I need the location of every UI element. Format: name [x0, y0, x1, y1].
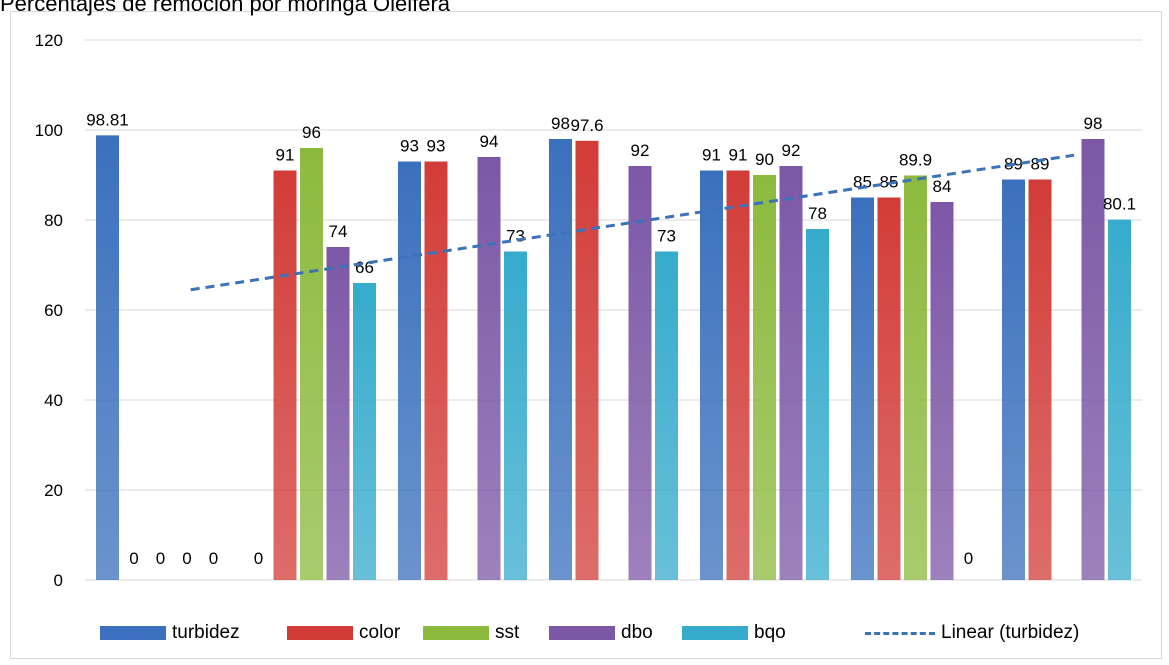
data-label: 91 — [729, 146, 748, 165]
bar-sst — [904, 175, 927, 580]
bar-color — [1028, 179, 1052, 580]
legend-label: sst — [495, 622, 520, 643]
data-label: 97.6 — [570, 116, 603, 135]
y-tick-label: 80 — [44, 211, 63, 230]
data-label: 0 — [156, 549, 165, 568]
data-label: 92 — [782, 141, 801, 160]
data-label: 73 — [657, 227, 676, 246]
bar-color — [273, 170, 297, 580]
legend-label: bqo — [754, 622, 786, 643]
bar-turbidez — [398, 161, 421, 580]
data-label: 0 — [254, 549, 263, 568]
bar-dbo — [477, 157, 501, 580]
chart-title: Percentajes de remoción por moringa Olei… — [0, 0, 451, 16]
y-tick-label: 60 — [44, 301, 63, 320]
data-label: 96 — [302, 123, 321, 142]
bar-color — [424, 161, 448, 580]
bar-color — [726, 170, 750, 580]
data-label: 98.81 — [86, 110, 129, 129]
data-label: 98 — [1084, 114, 1103, 133]
data-label: 0 — [209, 549, 218, 568]
legend-item-dbo: dbo — [549, 620, 653, 646]
data-label: 91 — [276, 146, 295, 165]
data-label: 0 — [182, 549, 191, 568]
y-tick-label: 120 — [35, 31, 63, 50]
legend-item-bqo: bqo — [682, 620, 786, 646]
data-label: 0 — [129, 549, 138, 568]
bar-dbo — [326, 247, 350, 580]
legend-label: color — [359, 622, 401, 643]
chart-frame — [10, 11, 1162, 659]
bar-bqo — [806, 229, 829, 580]
data-label: 84 — [933, 177, 952, 196]
y-tick-label: 20 — [44, 481, 63, 500]
bar-color — [575, 140, 599, 581]
bar-sst — [300, 148, 323, 580]
legend-label: dbo — [621, 622, 653, 643]
bar-dbo — [930, 202, 954, 580]
data-label: 85 — [853, 173, 872, 192]
bars — [96, 135, 1131, 581]
legend-swatch — [549, 626, 615, 640]
legend-label: Linear (turbidez) — [941, 622, 1080, 643]
bar-bqo — [504, 251, 527, 580]
legend-swatch — [682, 626, 748, 640]
bar-dbo — [779, 166, 803, 580]
bar-turbidez — [1002, 179, 1025, 580]
y-tick-label: 0 — [54, 571, 63, 590]
y-tick-label: 40 — [44, 391, 63, 410]
legend: turbidez color sst dbo bqo Linear (turbidez) — [0, 620, 1169, 650]
bar-dbo — [1081, 139, 1105, 580]
legend-item-turbidez: turbidez — [100, 620, 240, 646]
bar-color — [877, 197, 901, 580]
bar-turbidez — [549, 139, 572, 580]
bar-turbidez — [851, 197, 874, 580]
legend-swatch — [287, 626, 353, 640]
data-label: 93 — [400, 137, 419, 156]
legend-item-sst: sst — [423, 620, 519, 646]
gridlines — [85, 39, 1142, 581]
legend-item-trendline: Linear (turbidez) — [865, 620, 1079, 646]
data-label: 98 — [551, 114, 570, 133]
data-label: 89.9 — [899, 150, 932, 169]
bar-turbidez — [700, 170, 723, 580]
legend-label: turbidez — [172, 622, 240, 643]
data-label: 92 — [631, 141, 650, 160]
bar-dbo — [628, 166, 652, 580]
bar-bqo — [1108, 219, 1131, 581]
data-label: 90 — [755, 150, 774, 169]
data-label: 94 — [480, 132, 499, 151]
data-label: 89 — [1031, 155, 1050, 174]
data-label: 91 — [702, 146, 721, 165]
data-label: 78 — [808, 204, 827, 223]
data-label: 0 — [964, 549, 973, 568]
bar-turbidez — [96, 135, 119, 581]
legend-swatch — [423, 626, 489, 640]
legend-dashed-line — [865, 631, 935, 635]
data-label: 80.1 — [1103, 195, 1136, 214]
data-label: 93 — [427, 137, 446, 156]
legend-swatch — [100, 626, 166, 640]
bar-sst — [753, 175, 776, 580]
bar-bqo — [655, 251, 678, 580]
y-tick-label: 100 — [35, 121, 63, 140]
y-axis: 0 20 40 60 80 100 120 — [35, 31, 63, 590]
data-label: 74 — [329, 222, 348, 241]
bar-bqo — [353, 283, 376, 580]
legend-item-color: color — [287, 620, 400, 646]
